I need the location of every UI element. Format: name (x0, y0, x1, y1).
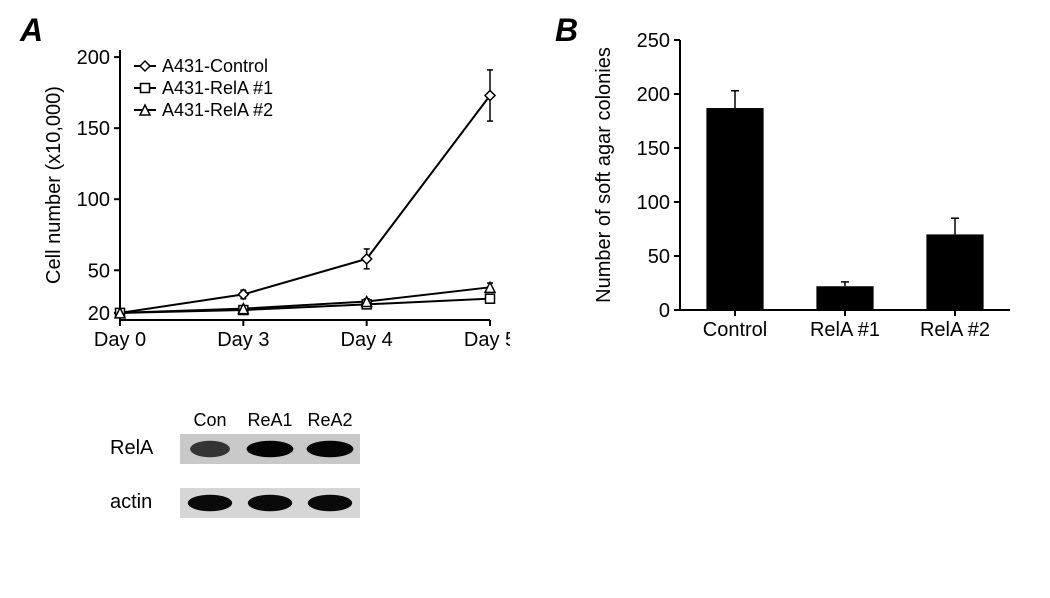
western-blot: ConReA1ReA2 RelA actin (110, 410, 470, 580)
svg-text:RelA #1: RelA #1 (810, 319, 880, 341)
svg-text:50: 50 (88, 260, 110, 282)
svg-text:200: 200 (77, 47, 110, 69)
svg-text:A431-RelA #2: A431-RelA #2 (162, 100, 273, 120)
blot-strip (180, 434, 360, 464)
blot-column-label: Con (180, 410, 240, 431)
svg-text:0: 0 (659, 300, 670, 322)
svg-text:Day 5: Day 5 (464, 329, 510, 351)
figure-root: A B 2050100150200Day 0Day 3Day 4Day 5Cel… (0, 0, 1050, 598)
blot-column-label: ReA2 (300, 410, 360, 431)
svg-text:Day 3: Day 3 (217, 329, 269, 351)
svg-text:A431-Control: A431-Control (162, 56, 268, 76)
panel-a-line-chart: 20 50 100 150 200 Day 0 Day 3 Day 4 Day 5 Cell nu… (30, 40, 510, 370)
blot-row-label: RelA (110, 437, 153, 460)
svg-text:150: 150 (637, 138, 670, 160)
svg-text:RelA #2: RelA #2 (920, 319, 990, 341)
svg-text:250: 250 (637, 30, 670, 52)
svg-text:Number of soft agar colonies: Number of soft agar colonies (593, 47, 615, 303)
panel-label-b: B (555, 12, 578, 49)
svg-text:Day 4: Day 4 (341, 329, 393, 351)
svg-text:100: 100 (637, 192, 670, 214)
svg-text:Cell number (x10,000): Cell number (x10,000) (43, 86, 65, 284)
svg-text:20: 20 (88, 303, 110, 325)
svg-text:A431-RelA #1: A431-RelA #1 (162, 78, 273, 98)
panel-b-bar-chart: 0 50 100 150 200 250 Number of soft agar colon… (580, 30, 1030, 360)
svg-text:Control: Control (703, 319, 767, 341)
svg-text:Day 0: Day 0 (94, 329, 146, 351)
blot-row-label: actin (110, 491, 152, 514)
blot-column-label: ReA1 (240, 410, 300, 431)
blot-strip (180, 488, 360, 518)
svg-text:50: 50 (648, 246, 670, 268)
svg-text:200: 200 (637, 84, 670, 106)
svg-text:150: 150 (77, 118, 110, 140)
svg-text:100: 100 (77, 189, 110, 211)
